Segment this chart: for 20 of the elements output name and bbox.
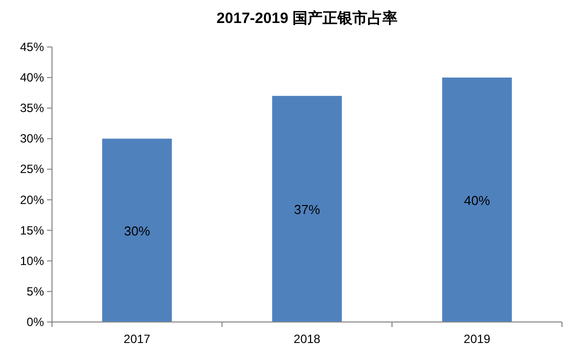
bar: [102, 138, 172, 322]
y-tick-label: 25%: [20, 162, 44, 176]
y-tick-label: 20%: [20, 192, 44, 207]
bar: [442, 78, 512, 322]
y-tick-label: 10%: [20, 254, 44, 268]
y-tick-label: 35%: [20, 101, 44, 116]
bar: [272, 96, 342, 322]
y-tick-label: 0%: [26, 315, 44, 329]
x-tick-label: 2017: [124, 332, 151, 346]
x-tick-label: 2018: [294, 332, 321, 346]
y-tick-label: 15%: [20, 223, 44, 238]
y-tick-label: 45%: [20, 40, 44, 54]
y-tick-label: 5%: [26, 284, 44, 298]
x-tick-label: 2019: [464, 332, 491, 346]
y-tick-label: 40%: [20, 70, 44, 85]
data-label: 40%: [464, 192, 490, 208]
y-tick-label: 30%: [20, 132, 44, 146]
chart-title: 2017-2019 国产正银市占率: [216, 9, 398, 27]
data-label: 30%: [124, 223, 150, 238]
data-label: 37%: [294, 202, 320, 217]
